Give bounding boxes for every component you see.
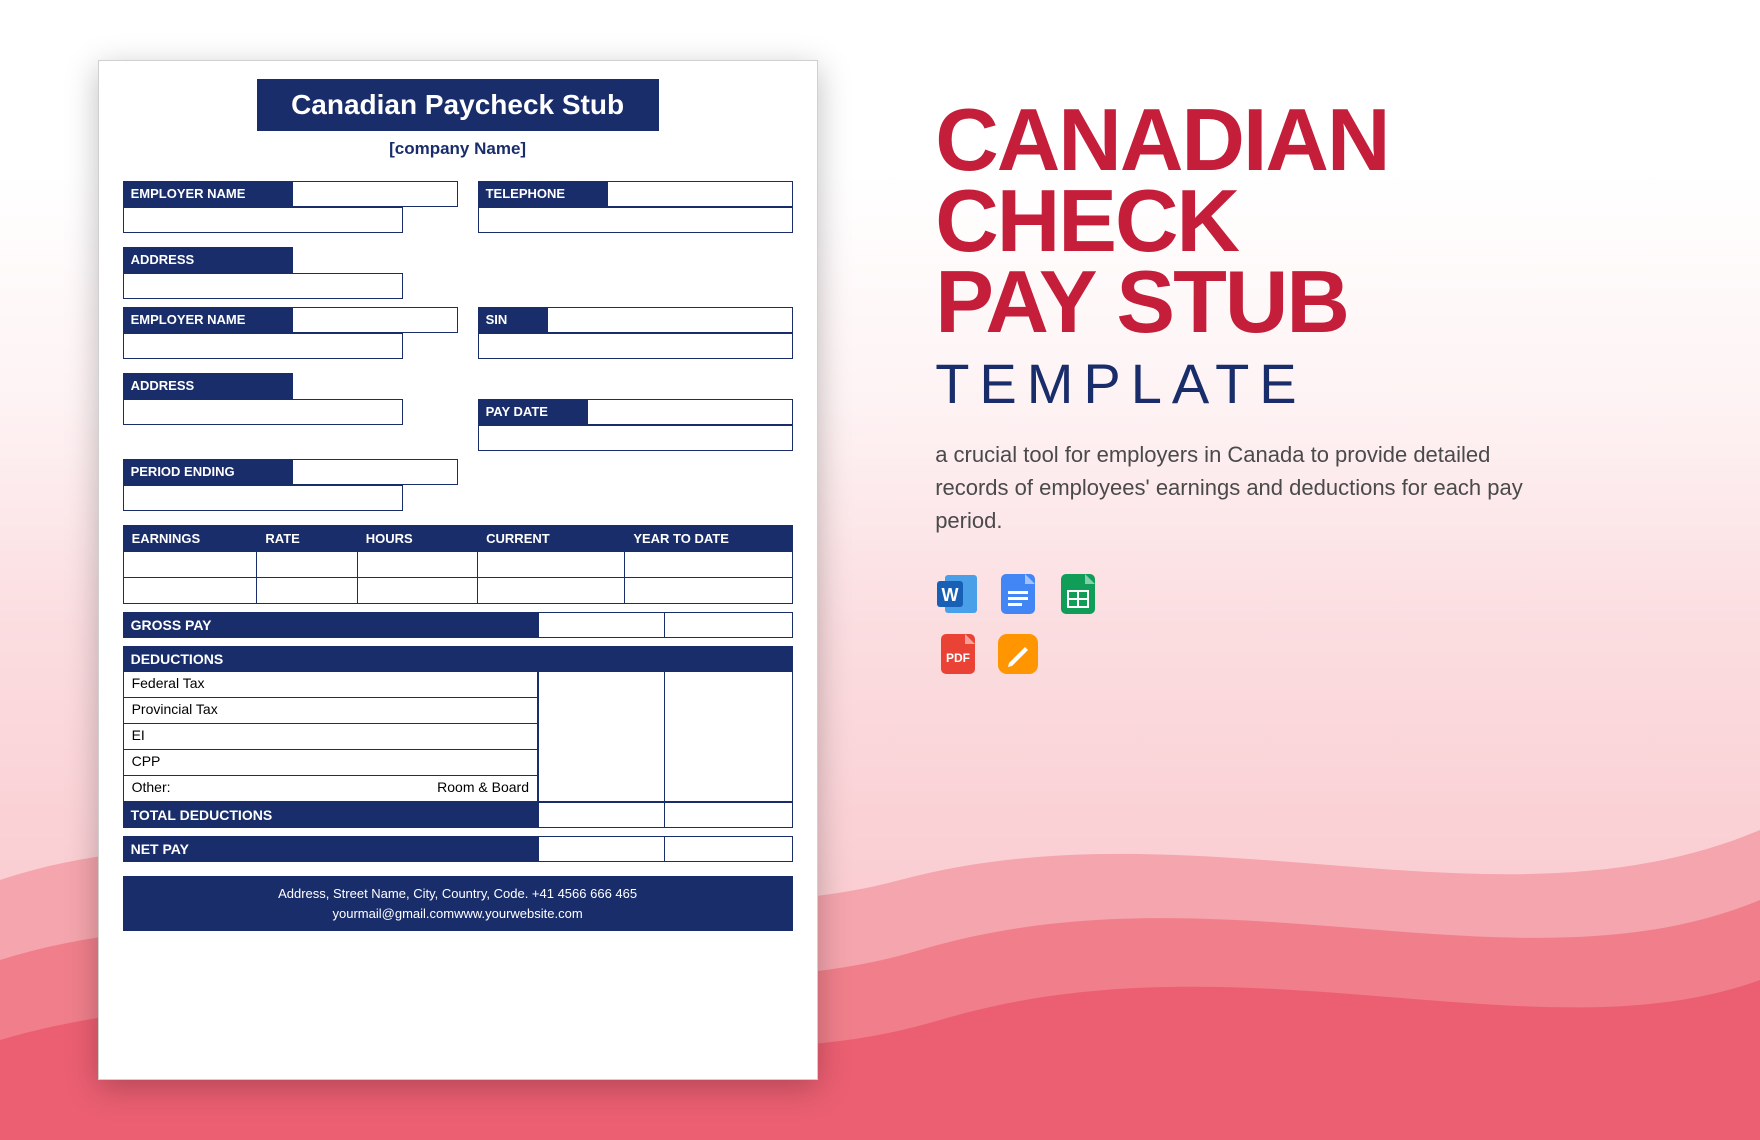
col-hours: HOURS	[357, 526, 477, 552]
title-line2: CHECK	[935, 181, 1680, 262]
title-template: TEMPLATE	[935, 351, 1680, 416]
label-employer-name2: EMPLOYER NAME	[123, 307, 293, 333]
paystub-document: Canadian Paycheck Stub [company Name] EM…	[98, 60, 818, 1080]
field-sin	[478, 333, 793, 359]
doc-footer: Address, Street Name, City, Country, Cod…	[123, 876, 793, 931]
col-rate: RATE	[257, 526, 357, 552]
label-address2: ADDRESS	[123, 373, 293, 399]
svg-text:PDF: PDF	[946, 651, 970, 665]
col-earnings: EARNINGS	[123, 526, 257, 552]
net-pay-header: NET PAY	[123, 836, 538, 862]
field-telephone	[478, 207, 793, 233]
ded-other-val: Room & Board	[437, 779, 529, 798]
footer-line1: Address, Street Name, City, Country, Cod…	[143, 884, 773, 904]
title-line1: CANADIAN	[935, 100, 1680, 181]
file-format-icons: W PDF	[935, 571, 1135, 677]
field-address	[123, 273, 403, 299]
gsheets-icon[interactable]	[1055, 571, 1101, 617]
label-period-ending: PERIOD ENDING	[123, 459, 293, 485]
svg-text:W: W	[942, 585, 959, 605]
ded-ei: EI	[132, 727, 529, 746]
field-address2	[123, 399, 403, 425]
total-deductions-header: TOTAL DEDUCTIONS	[123, 802, 538, 828]
label-pay-date: PAY DATE	[478, 399, 588, 425]
earnings-table: EARNINGS RATE HOURS CURRENT YEAR TO DATE	[123, 525, 793, 604]
deductions-header: DEDUCTIONS	[123, 646, 793, 672]
label-telephone: TELEPHONE	[478, 181, 608, 207]
doc-subtitle: [company Name]	[123, 139, 793, 159]
ded-provincial: Provincial Tax	[132, 701, 529, 720]
field-employer-name2	[123, 333, 403, 359]
field-pay-date	[478, 425, 793, 451]
field-employer-name	[123, 207, 403, 233]
col-current: CURRENT	[478, 526, 625, 552]
promo-description: a crucial tool for employers in Canada t…	[935, 438, 1555, 537]
gross-pay-header: GROSS PAY	[123, 612, 538, 638]
col-ytd: YEAR TO DATE	[625, 526, 792, 552]
footer-line2: yourmail@gmail.comwww.yourwebsite.com	[143, 904, 773, 924]
field-period-ending	[123, 485, 403, 511]
ded-cpp: CPP	[132, 753, 529, 772]
pdf-icon[interactable]: PDF	[935, 631, 981, 677]
title-line3: PAY STUB	[935, 262, 1680, 343]
label-address: ADDRESS	[123, 247, 293, 273]
promo-panel: CANADIAN CHECK PAY STUB TEMPLATE a cruci…	[915, 0, 1760, 1140]
label-employer-name: EMPLOYER NAME	[123, 181, 293, 207]
ded-federal: Federal Tax	[132, 675, 529, 694]
pages-icon[interactable]	[995, 631, 1041, 677]
label-sin: SIN	[478, 307, 548, 333]
gdocs-icon[interactable]	[995, 571, 1041, 617]
word-icon[interactable]: W	[935, 571, 981, 617]
doc-title: Canadian Paycheck Stub	[257, 79, 659, 131]
ded-other: Other:	[132, 779, 438, 798]
